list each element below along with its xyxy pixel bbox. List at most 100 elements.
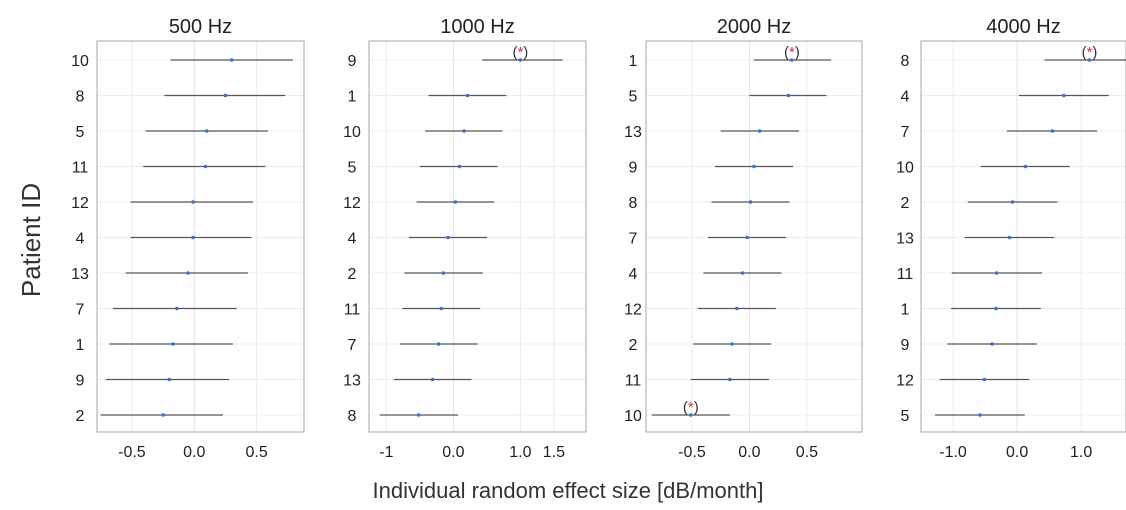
significance-marker-part: ( — [1082, 44, 1087, 61]
estimate-point — [752, 164, 756, 169]
y-tick-label: 7 — [901, 124, 910, 141]
y-tick-label: 7 — [629, 231, 638, 248]
x-tick-label: 0.5 — [796, 444, 818, 461]
y-tick-label: 9 — [901, 337, 910, 354]
panel-title: 1000 Hz — [440, 16, 515, 38]
estimate-point — [229, 58, 234, 62]
y-tick-label: 4 — [901, 89, 910, 106]
x-tick-label: 0.0 — [442, 444, 464, 461]
y-tick-label: 1 — [76, 337, 85, 354]
x-axis-label: Individual random effect size [dB/month] — [373, 478, 764, 503]
estimate-point — [171, 342, 175, 346]
estimate-point — [203, 164, 208, 169]
panel-1: 1000 Hz -1 0.0 1.0 1.5 9 (*) 1 10 5 12 4 2 11 7 13 8 — [343, 16, 587, 461]
panel-title: 4000 Hz — [986, 16, 1061, 38]
y-tick-label: 2 — [901, 195, 910, 212]
y-tick-label: 2 — [348, 266, 357, 283]
estimate-point — [439, 306, 444, 311]
estimate-point — [416, 413, 421, 417]
estimate-point — [1023, 164, 1028, 169]
estimate-point — [786, 93, 791, 98]
y-tick-label: 9 — [348, 53, 357, 70]
x-tick-label: 0.0 — [738, 444, 760, 461]
estimate-point — [457, 164, 462, 169]
estimate-point — [1062, 93, 1066, 98]
y-tick-label: 11 — [625, 373, 642, 390]
significance-marker: (*) — [1082, 44, 1098, 61]
estimate-point — [978, 413, 982, 417]
estimate-point — [748, 200, 753, 204]
y-tick-label: 13 — [71, 266, 89, 283]
panel-frame — [920, 40, 1126, 433]
x-tick-label: 1.0 — [509, 444, 531, 461]
estimate-point — [161, 413, 165, 417]
x-tick-label: -0.5 — [118, 444, 146, 461]
estimate-point — [204, 129, 209, 133]
y-tick-label: 2 — [76, 408, 85, 425]
y-tick-label: 11 — [897, 266, 914, 283]
x-tick-label: 1.0 — [1070, 444, 1092, 461]
panel-frame — [645, 40, 863, 433]
estimate-point — [223, 93, 228, 98]
y-tick-label: 12 — [624, 302, 642, 319]
y-tick-label: 13 — [343, 373, 361, 390]
estimate-point — [436, 342, 441, 346]
estimate-point — [757, 129, 762, 133]
y-tick-label: 1 — [901, 302, 910, 319]
significance-marker: (*) — [512, 44, 528, 61]
significance-marker-part: ( — [512, 44, 517, 61]
significance-marker: (*) — [784, 44, 800, 61]
y-tick-label: 8 — [901, 53, 910, 70]
significance-marker-part: * — [517, 44, 523, 61]
y-tick-label: 2 — [629, 337, 638, 354]
estimate-point — [462, 129, 466, 133]
x-tick-label: -0.5 — [678, 444, 706, 461]
significance-marker-part: ) — [1092, 44, 1097, 61]
y-tick-label: 9 — [629, 160, 638, 177]
significance-marker-part: * — [789, 44, 795, 61]
y-tick-label: 5 — [901, 408, 910, 425]
y-tick-label: 7 — [348, 337, 357, 354]
y-tick-label: 1 — [629, 53, 638, 70]
significance-marker-part: ) — [795, 44, 800, 61]
estimate-point — [191, 200, 195, 204]
x-tick-label: 1.5 — [543, 444, 565, 461]
y-tick-label: 10 — [71, 53, 89, 70]
estimate-point — [441, 271, 446, 275]
y-tick-label: 10 — [343, 124, 361, 141]
estimate-point — [982, 377, 987, 382]
estimate-point — [994, 271, 999, 275]
y-axis-label: Patient ID — [16, 183, 46, 297]
significance-marker-part: ) — [523, 44, 528, 61]
y-tick-label: 12 — [71, 195, 89, 212]
estimate-point — [167, 377, 172, 382]
y-tick-label: 12 — [896, 373, 914, 390]
y-tick-label: 11 — [344, 302, 361, 319]
estimate-point — [790, 58, 794, 62]
estimate-point — [175, 306, 179, 311]
estimate-point — [745, 235, 749, 240]
y-tick-label: 5 — [348, 160, 357, 177]
panel-frame — [96, 40, 305, 433]
y-tick-label: 4 — [629, 266, 638, 283]
significance-marker-part: * — [1087, 44, 1093, 61]
x-tick-label: 0.0 — [183, 444, 205, 461]
y-tick-label: 4 — [76, 231, 85, 248]
x-tick-label: -1 — [379, 444, 393, 461]
estimate-point — [430, 377, 435, 382]
estimate-point — [446, 235, 450, 240]
y-tick-label: 10 — [896, 160, 914, 177]
estimate-point — [465, 93, 470, 98]
panel-title: 2000 Hz — [717, 16, 792, 38]
estimate-point — [1087, 58, 1092, 62]
estimate-point — [730, 342, 734, 346]
y-tick-label: 4 — [348, 231, 357, 248]
estimate-point — [1010, 200, 1015, 204]
y-tick-label: 9 — [76, 373, 85, 390]
estimate-point — [1007, 235, 1012, 240]
estimate-point — [518, 58, 523, 62]
